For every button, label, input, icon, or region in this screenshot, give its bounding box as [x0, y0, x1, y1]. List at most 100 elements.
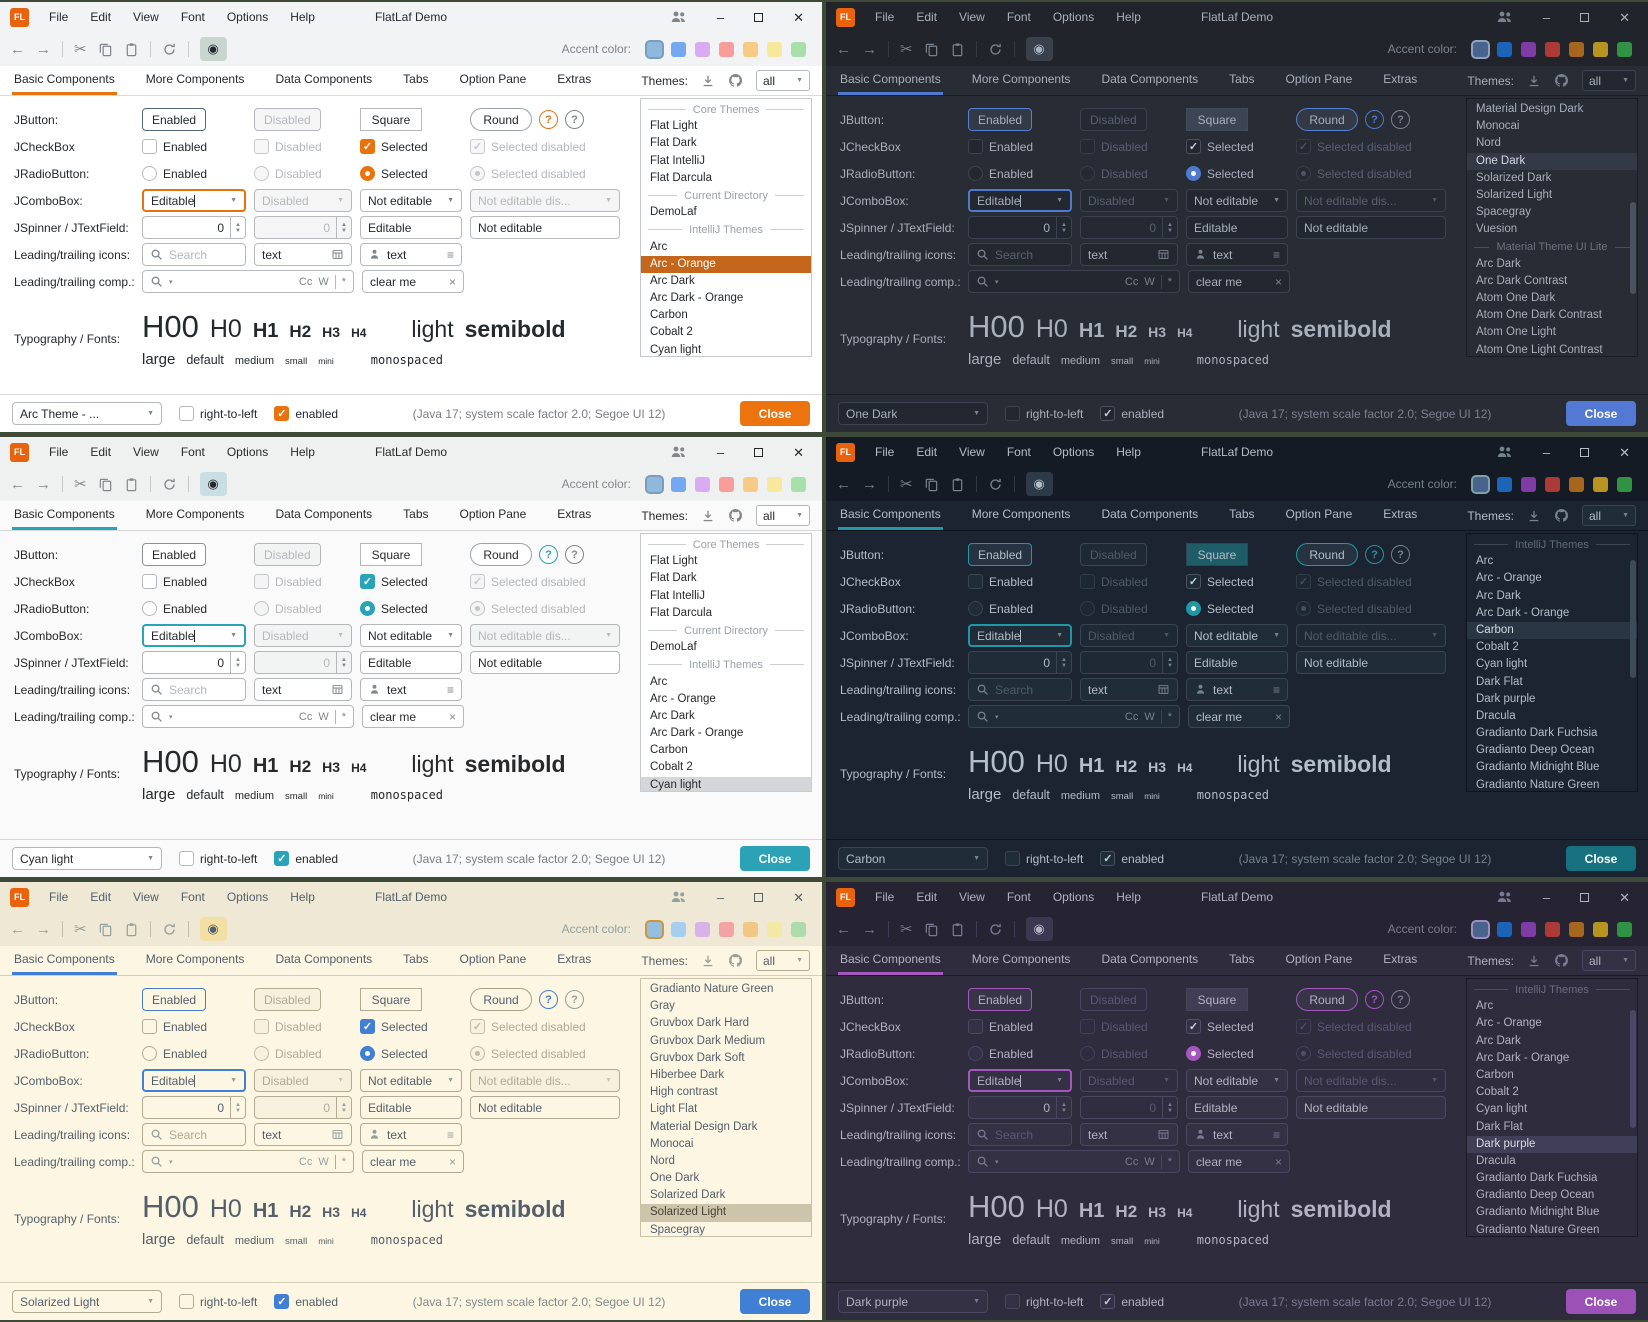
- theme-item[interactable]: Arc Dark - Orange: [650, 727, 744, 740]
- regex-toggle[interactable]: *: [341, 710, 346, 723]
- close-window-button[interactable]: ✕: [1619, 9, 1630, 25]
- tab-extras[interactable]: Extras: [1383, 507, 1418, 521]
- help-button[interactable]: ?: [1365, 545, 1384, 564]
- spinner-up-icon[interactable]: ▲: [235, 221, 241, 228]
- spinner[interactable]: 0 ▲ ▼: [968, 216, 1072, 239]
- regex-toggle[interactable]: *: [341, 275, 346, 288]
- radio-enabled[interactable]: Enabled: [968, 1046, 1033, 1061]
- forward-button[interactable]: →: [36, 920, 51, 938]
- tab-more-components[interactable]: More Components: [971, 952, 1071, 966]
- menu-file[interactable]: File: [49, 445, 69, 459]
- right-to-left-checkbox[interactable]: right-to-left: [179, 406, 257, 421]
- text-input-with-person[interactable]: text ≡: [360, 678, 462, 701]
- theme-item[interactable]: Arc Dark - Orange: [1476, 1051, 1570, 1064]
- accent-swatch-6[interactable]: [767, 476, 782, 492]
- search-options-chevron-icon[interactable]: ▾: [169, 713, 173, 721]
- menu-help[interactable]: Help: [290, 10, 315, 24]
- checkbox-enabled[interactable]: Enabled: [968, 1019, 1033, 1034]
- theme-item[interactable]: Cyan light: [1476, 658, 1528, 671]
- back-button[interactable]: ←: [836, 475, 851, 493]
- whole-word-toggle[interactable]: W: [318, 1155, 329, 1168]
- menu-file[interactable]: File: [49, 890, 69, 904]
- clear-me-input[interactable]: clear me ×: [1188, 270, 1290, 293]
- show-hidden-toggle-eye-icon[interactable]: ◉: [199, 472, 227, 496]
- checkbox-enabled[interactable]: Enabled: [142, 139, 207, 154]
- regex-toggle[interactable]: *: [1167, 275, 1172, 288]
- search-with-options-input[interactable]: ▾ Cc W *: [968, 270, 1180, 293]
- text-input-with-person[interactable]: text ≡: [360, 243, 462, 266]
- spinner-arrows[interactable]: ▲ ▼: [1056, 217, 1071, 238]
- download-icon[interactable]: [1527, 954, 1541, 968]
- round-button[interactable]: Round: [470, 108, 532, 131]
- theme-item[interactable]: Carbon: [650, 744, 688, 757]
- maximize-button[interactable]: [754, 11, 764, 24]
- minimize-button[interactable]: –: [1542, 889, 1551, 905]
- theme-item[interactable]: Arc - Orange: [1476, 572, 1542, 585]
- theme-item-selected[interactable]: Solarized Light: [641, 1204, 811, 1222]
- list-icon[interactable]: ≡: [1272, 682, 1280, 697]
- tab-more-components[interactable]: More Components: [971, 72, 1071, 86]
- whole-word-toggle[interactable]: W: [1144, 710, 1155, 723]
- help-button[interactable]: ?: [1365, 990, 1384, 1009]
- menu-font[interactable]: Font: [1006, 445, 1031, 459]
- spinner-up-icon[interactable]: ▲: [1061, 221, 1067, 228]
- text-input-with-calendar[interactable]: text: [254, 1123, 352, 1146]
- spinner-down-icon[interactable]: ▼: [235, 1107, 241, 1114]
- menu-edit[interactable]: Edit: [90, 890, 112, 904]
- match-case-toggle[interactable]: Cc: [298, 1155, 313, 1168]
- tab-tabs[interactable]: Tabs: [1229, 952, 1255, 966]
- menu-font[interactable]: Font: [1006, 890, 1031, 904]
- paste-button[interactable]: [124, 477, 139, 492]
- not-editable-combobox[interactable]: Not editable ▼: [1186, 1069, 1288, 1092]
- theme-item[interactable]: Solarized Dark: [650, 1189, 726, 1202]
- text-input-with-calendar[interactable]: text: [1080, 678, 1178, 701]
- right-to-left-checkbox[interactable]: right-to-left: [1005, 406, 1083, 421]
- theme-item[interactable]: Cobalt 2: [650, 761, 693, 774]
- minimize-button[interactable]: –: [1542, 444, 1551, 460]
- tab-option-pane[interactable]: Option Pane: [459, 507, 527, 521]
- paste-button[interactable]: [950, 922, 965, 937]
- round-button[interactable]: Round: [470, 988, 532, 1011]
- menu-view[interactable]: View: [133, 890, 159, 904]
- clear-me-input[interactable]: clear me ×: [1188, 705, 1290, 728]
- search-input[interactable]: Search: [968, 678, 1072, 701]
- theme-item[interactable]: Dracula: [1476, 709, 1516, 722]
- match-case-toggle[interactable]: Cc: [1124, 1155, 1139, 1168]
- refresh-button[interactable]: [988, 477, 1003, 492]
- theme-filter-combobox[interactable]: all ▼: [756, 950, 810, 971]
- radio-selected[interactable]: Selected: [360, 601, 428, 616]
- minimize-button[interactable]: –: [716, 889, 725, 905]
- accent-swatch-2[interactable]: [1497, 921, 1512, 937]
- clear-me-input[interactable]: clear me ×: [362, 270, 464, 293]
- round-button[interactable]: Round: [470, 543, 532, 566]
- help-button[interactable]: ?: [539, 990, 558, 1009]
- help-button-secondary[interactable]: ?: [565, 545, 584, 564]
- clear-icon[interactable]: ×: [448, 1154, 456, 1169]
- clear-icon[interactable]: ×: [1274, 709, 1282, 724]
- enabled-checkbox[interactable]: enabled: [274, 1294, 338, 1309]
- cut-button[interactable]: ✂: [74, 920, 87, 938]
- back-button[interactable]: ←: [10, 920, 25, 938]
- menu-edit[interactable]: Edit: [916, 445, 938, 459]
- regex-toggle[interactable]: *: [341, 1155, 346, 1168]
- theme-item[interactable]: Vuesion: [1476, 223, 1518, 236]
- theme-item[interactable]: Atom One Light: [1476, 326, 1556, 339]
- close-button[interactable]: Close: [740, 401, 810, 426]
- theme-item[interactable]: Gradianto Nature Green: [650, 983, 774, 995]
- theme-item[interactable]: Arc Dark - Orange: [1476, 606, 1570, 619]
- theme-item-selected[interactable]: Arc - Orange: [641, 255, 811, 273]
- copy-button[interactable]: [98, 42, 113, 57]
- radio-enabled[interactable]: Enabled: [968, 166, 1033, 181]
- menu-options[interactable]: Options: [226, 10, 269, 24]
- theme-item[interactable]: Spacegray: [1476, 206, 1531, 219]
- search-with-options-input[interactable]: ▾ Cc W *: [968, 1150, 1180, 1173]
- spinner-up-icon[interactable]: ▲: [1061, 656, 1067, 663]
- theme-item[interactable]: Dark Flat: [1476, 1120, 1523, 1133]
- refresh-button[interactable]: [988, 922, 1003, 937]
- spinner[interactable]: 0 ▲ ▼: [968, 651, 1072, 674]
- accent-swatch-6[interactable]: [767, 41, 782, 57]
- text-input-with-person[interactable]: text ≡: [360, 1123, 462, 1146]
- accent-swatch-3[interactable]: [1521, 921, 1536, 937]
- editable-combobox[interactable]: Editable ▼: [142, 1069, 246, 1092]
- editable-textfield[interactable]: Editable: [360, 216, 462, 239]
